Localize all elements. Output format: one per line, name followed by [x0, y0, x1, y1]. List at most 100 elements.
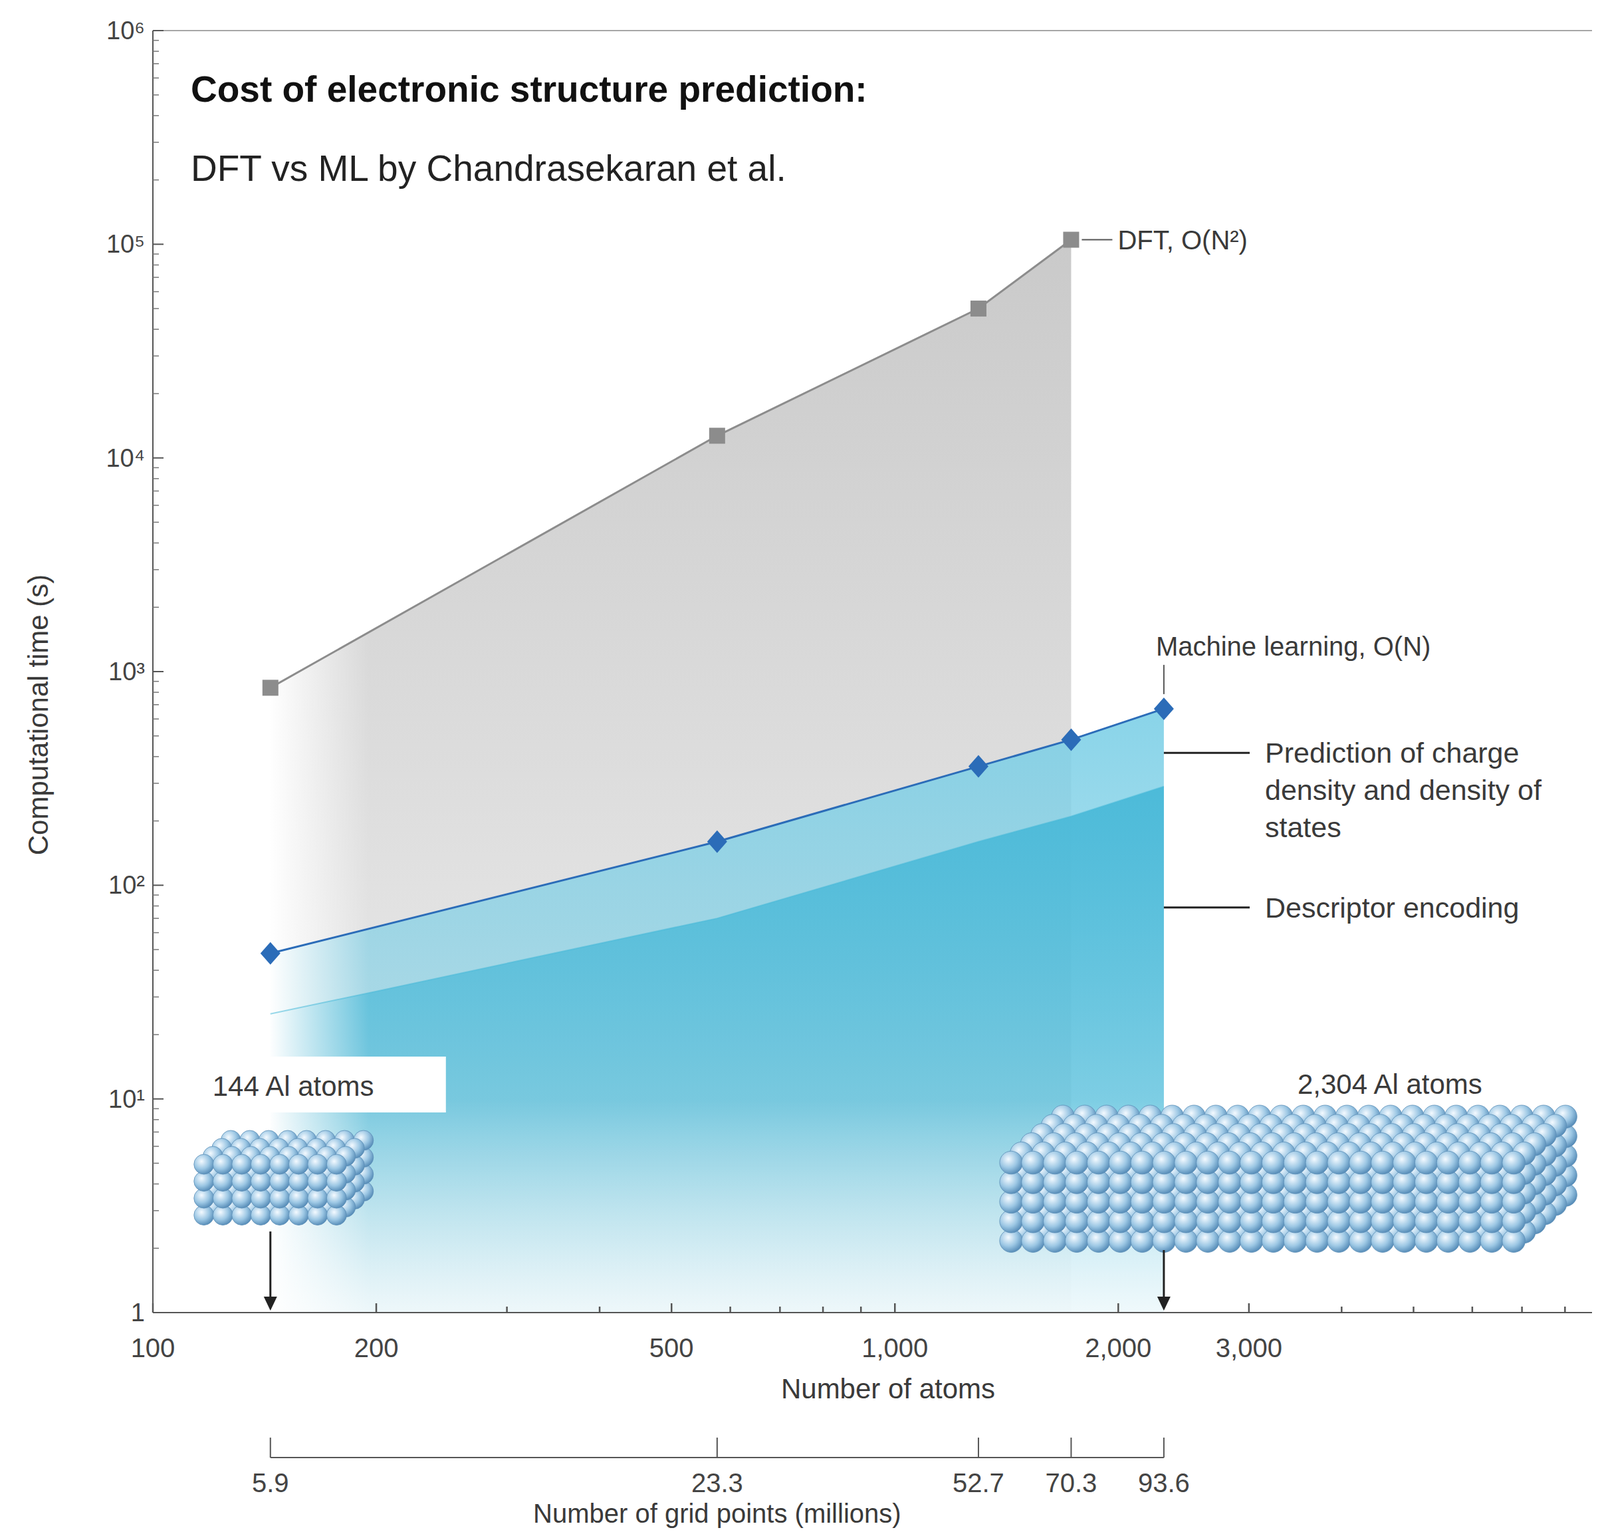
- label-box: [198, 1056, 447, 1113]
- y-minor-tick: [152, 905, 159, 907]
- x-minor-tick: [860, 1306, 863, 1313]
- y-minor-tick: [152, 755, 159, 758]
- atom: [1130, 1150, 1154, 1174]
- grid-points-tick: [1163, 1437, 1165, 1458]
- atom: [1174, 1150, 1198, 1174]
- atom: [1393, 1150, 1417, 1174]
- x-minor-tick: [1564, 1306, 1567, 1313]
- atom: [1152, 1150, 1176, 1174]
- y-minor-tick: [152, 1209, 159, 1212]
- y-minor-tick: [152, 276, 159, 278]
- y-tick-label: 10⁵: [106, 229, 145, 258]
- x-minor-tick: [1520, 1306, 1523, 1313]
- line: [270, 708, 1164, 954]
- marks: [260, 231, 1174, 1014]
- y-minor-tick: [152, 1183, 159, 1185]
- y-tick-label: 1: [130, 1298, 145, 1327]
- series-label: Descriptor encoding: [1264, 891, 1519, 924]
- x-tick-label: 3,000: [1215, 1332, 1283, 1363]
- atom: [1283, 1150, 1307, 1174]
- y-minor-tick: [152, 1131, 159, 1133]
- x-tick-label: 100: [130, 1332, 176, 1363]
- atom: [1086, 1150, 1111, 1174]
- y-minor-tick: [152, 328, 159, 330]
- x-tick: [152, 1302, 155, 1313]
- y-minor-tick: [152, 996, 159, 998]
- annotation: Prediction of chargedensity and density …: [1264, 736, 1543, 843]
- y-minor-tick: [152, 50, 159, 52]
- axes: 110¹10²10³10⁴10⁵10⁶1002005001,0002,0003,…: [22, 16, 1593, 1528]
- annotation: 2,304 Al atoms: [1297, 1068, 1483, 1100]
- atom: [288, 1153, 309, 1174]
- leader: [1163, 906, 1250, 909]
- y-axis-title: Computational time (s): [22, 574, 54, 855]
- grid-points-label: 93.6: [1138, 1467, 1190, 1497]
- y-tick: [152, 243, 164, 245]
- x-minor-tick: [1340, 1306, 1343, 1313]
- y-minor-tick: [152, 39, 159, 42]
- labels: DFT, O(N²)Machine learning, O(N)Descript…: [194, 225, 1578, 1311]
- y-tick: [152, 457, 164, 459]
- grid-points-label: 5.9: [251, 1467, 290, 1497]
- x-minor-tick: [505, 1306, 508, 1313]
- frame-top: [152, 29, 1593, 32]
- y-minor-tick: [152, 94, 159, 96]
- marker: [968, 755, 989, 778]
- grid-points-label: 52.7: [952, 1467, 1005, 1497]
- atom: [212, 1153, 233, 1174]
- marker: [262, 679, 279, 696]
- atom: [1414, 1150, 1438, 1174]
- y-minor-tick: [152, 253, 159, 255]
- fade: [152, 1099, 1593, 1313]
- y-minor-tick: [152, 1033, 159, 1035]
- atom: [1261, 1150, 1285, 1174]
- y-minor-tick: [152, 392, 159, 395]
- y-minor-tick: [152, 355, 159, 357]
- atom: [1349, 1150, 1373, 1174]
- y-minor-tick: [152, 931, 159, 934]
- arrow: [1162, 1249, 1165, 1301]
- y-minor-tick: [152, 782, 159, 784]
- marker: [1060, 727, 1081, 751]
- atom: [1064, 1150, 1089, 1174]
- atom: [231, 1153, 252, 1174]
- leader: [1163, 751, 1250, 754]
- atom: [1502, 1150, 1526, 1174]
- x-tick: [1117, 1302, 1120, 1313]
- atom: [1371, 1150, 1395, 1174]
- series-label: Machine learning, O(N): [1155, 631, 1432, 661]
- area-edge: [270, 786, 1164, 1014]
- y-minor-tick: [152, 63, 159, 65]
- y-tick-label: 10²: [108, 870, 145, 899]
- y-minor-tick: [152, 1118, 159, 1121]
- leader: [1163, 664, 1165, 694]
- arrow: [269, 1231, 272, 1301]
- grid-points-title: Number of grid points (millions): [533, 1498, 902, 1528]
- y-minor-tick: [152, 307, 159, 310]
- marker: [1062, 231, 1079, 248]
- atom-slab: [999, 1104, 1577, 1252]
- areas: [152, 30, 1593, 1313]
- y-tick-label: 10³: [108, 657, 145, 686]
- atom: [307, 1153, 328, 1174]
- text-line: Prediction of charge: [1264, 736, 1519, 769]
- atom: [999, 1150, 1024, 1174]
- subtitle: DFT vs ML by Chandrasekaran et al.: [190, 147, 787, 189]
- atom: [1043, 1150, 1067, 1174]
- grid-points-tick: [977, 1437, 980, 1458]
- grid-points-tick: [1070, 1437, 1072, 1458]
- x-axis-title: Number of atoms: [781, 1372, 996, 1404]
- y-minor-tick: [152, 894, 159, 896]
- y-tick-label: 10⁶: [106, 16, 145, 45]
- atom: [250, 1153, 271, 1174]
- y-tick: [152, 670, 164, 673]
- x-minor-tick: [779, 1306, 782, 1313]
- x-tick-label: 2,000: [1084, 1332, 1152, 1363]
- y-minor-tick: [152, 703, 159, 706]
- grid-points-tick: [269, 1437, 272, 1458]
- y-minor-tick: [152, 490, 159, 492]
- y-minor-tick: [152, 477, 159, 480]
- y-minor-tick: [152, 141, 159, 143]
- y-tick: [152, 1311, 164, 1313]
- x-minor-tick: [729, 1306, 732, 1313]
